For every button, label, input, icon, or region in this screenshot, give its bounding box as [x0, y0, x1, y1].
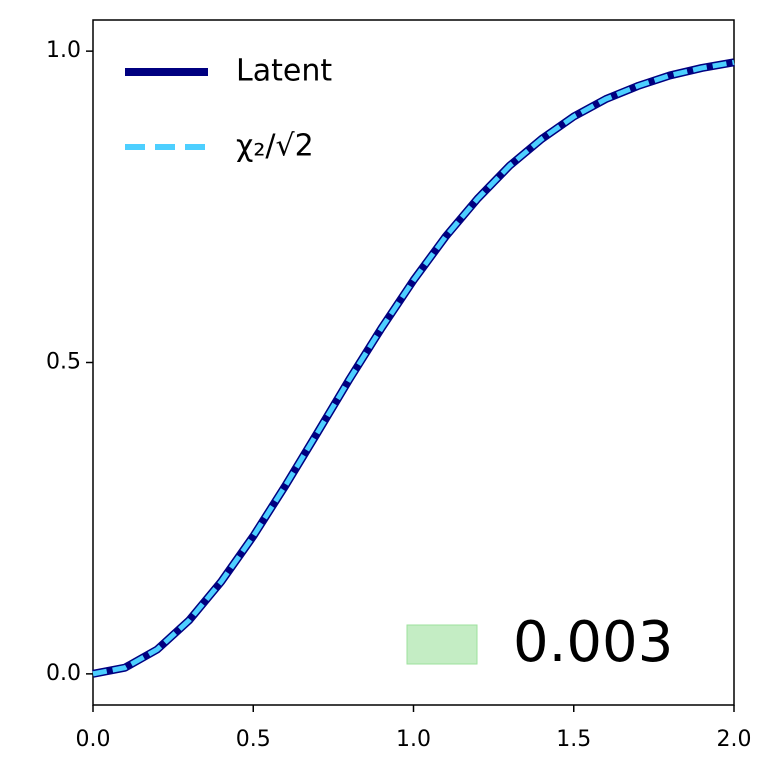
annotation-swatch — [406, 624, 478, 665]
x-tick-label: 1.5 — [556, 727, 591, 752]
x-tick-label: 0.5 — [236, 727, 271, 752]
legend-label: χ₂/√2 — [236, 129, 314, 164]
x-tick-label: 2.0 — [717, 727, 752, 752]
y-tick-label: 0.5 — [46, 350, 81, 375]
y-tick-label: 1.0 — [46, 38, 81, 63]
legend-label: Latent — [236, 54, 332, 89]
plot-frame — [92, 19, 735, 706]
y-tick-label: 0.0 — [46, 661, 81, 686]
series-line — [92, 59, 735, 677]
x-tick-label: 1.0 — [396, 727, 431, 752]
annotation-text: 0.003 — [513, 610, 673, 675]
series-line — [92, 58, 735, 678]
x-tick-label: 0.0 — [76, 727, 111, 752]
